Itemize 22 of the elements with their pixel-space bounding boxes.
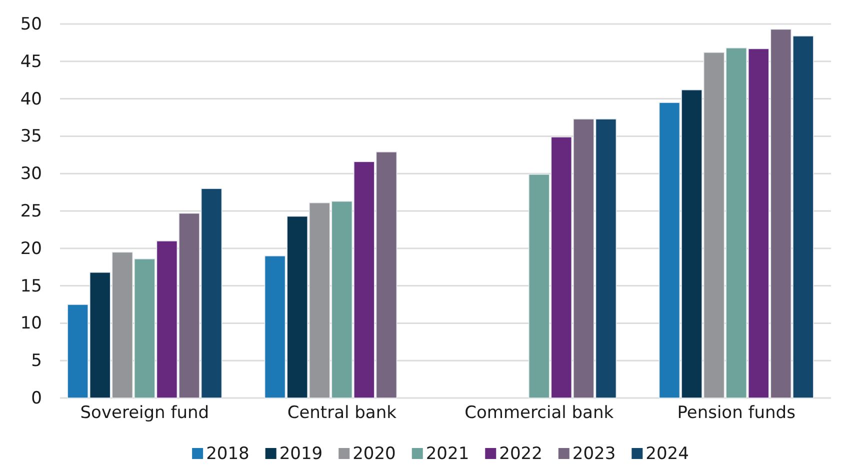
y-tick-label: 50 bbox=[20, 14, 42, 34]
legend-label: 2024 bbox=[646, 444, 689, 464]
y-tick-label: 0 bbox=[31, 388, 42, 408]
y-tick-label: 45 bbox=[20, 52, 42, 72]
y-tick-label: 10 bbox=[20, 314, 42, 334]
legend-label: 2022 bbox=[499, 444, 542, 464]
legend-label: 2021 bbox=[426, 444, 470, 464]
legend-label: 2019 bbox=[279, 444, 323, 464]
y-tick-label: 25 bbox=[20, 201, 42, 222]
y-tick-label: 20 bbox=[20, 238, 42, 259]
x-tick-label: Sovereign fund bbox=[80, 403, 210, 424]
x-tick-label: Central bank bbox=[287, 403, 397, 424]
legend-label: 2023 bbox=[572, 444, 616, 464]
y-tick-label: 30 bbox=[20, 164, 42, 184]
legend-label: 2018 bbox=[206, 444, 250, 464]
y-tick-label: 40 bbox=[20, 89, 42, 110]
y-tick-label: 35 bbox=[20, 126, 42, 147]
legend-label: 2020 bbox=[352, 444, 396, 464]
y-tick-label: 15 bbox=[20, 276, 42, 296]
x-tick-label: Pension funds bbox=[677, 403, 796, 424]
y-tick-label: 5 bbox=[31, 351, 42, 372]
x-tick-label: Commercial bank bbox=[464, 403, 614, 424]
